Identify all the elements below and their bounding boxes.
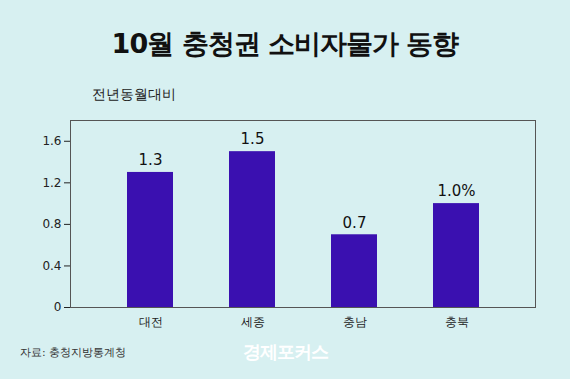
html-text:경제포커스: 경제포커스 <box>242 341 328 362</box>
svg-text:1.5: 1.5 <box>241 130 265 148</box>
html-text:10월 충청권 소비자물가 동향: 10월 충청권 소비자물가 동향 <box>111 28 459 59</box>
svg-text:1.3: 1.3 <box>139 151 163 169</box>
svg-text:0.4: 0.4 <box>42 259 61 273</box>
html-text:자료: 충청지방통계청: 자료: 충청지방통계청 <box>20 346 127 359</box>
svg-text:충남: 충남 <box>343 315 367 329</box>
svg-text:세종: 세종 <box>241 315 265 329</box>
svg-text:대전: 대전 <box>139 315 163 329</box>
svg-text:충북: 충북 <box>445 315 469 329</box>
svg-text:0.8: 0.8 <box>42 217 61 231</box>
svg-text:1.0%: 1.0% <box>437 182 475 200</box>
svg-text:1.6: 1.6 <box>42 134 61 148</box>
svg-text:0.7: 0.7 <box>343 214 367 232</box>
svg-text:0: 0 <box>54 300 62 314</box>
html-text:전년동월대비: 전년동월대비 <box>92 86 176 102</box>
svg-text:1.2: 1.2 <box>42 176 61 190</box>
